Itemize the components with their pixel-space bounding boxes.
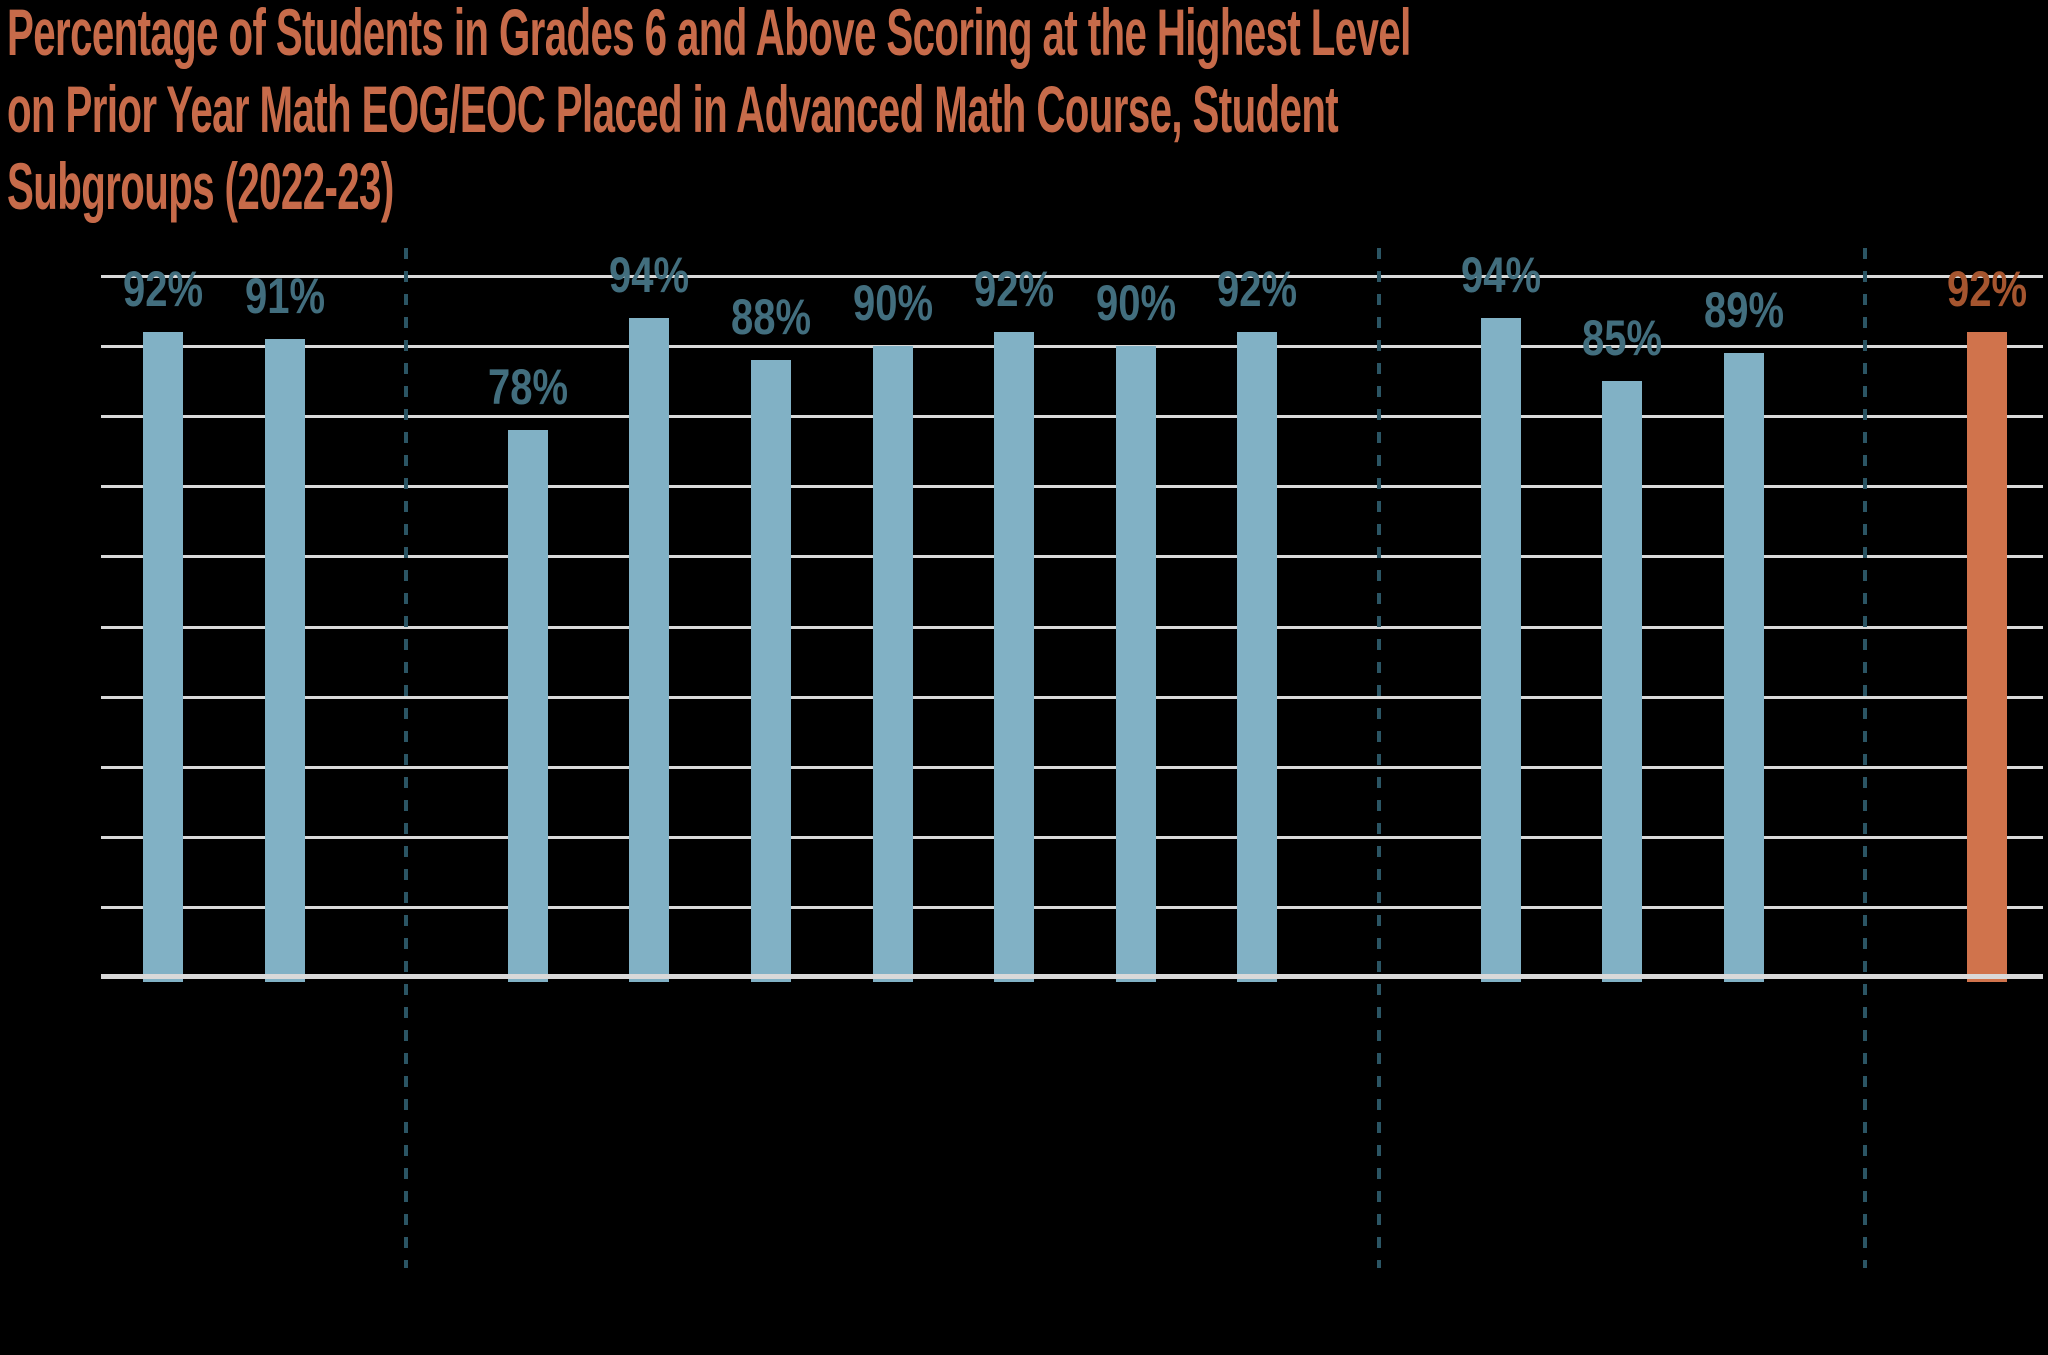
gridline bbox=[101, 835, 2043, 839]
bar-value-label: 92% bbox=[974, 261, 1055, 318]
gridline bbox=[101, 345, 2043, 349]
chart-title-line-1: Percentage of Students in Grades 6 and A… bbox=[7, 0, 1411, 69]
chart-title-line-3: Subgroups (2022-23) bbox=[7, 149, 394, 223]
chart-title: Percentage of Students in Grades 6 and A… bbox=[7, 0, 2048, 225]
bar bbox=[143, 332, 183, 982]
bar bbox=[1602, 381, 1643, 982]
bar bbox=[1115, 346, 1156, 982]
bar bbox=[1480, 318, 1521, 982]
bar bbox=[751, 360, 791, 982]
highlight-bar bbox=[1967, 332, 2007, 982]
bar-value-label: 94% bbox=[609, 247, 690, 304]
gridline bbox=[101, 765, 2043, 769]
bar-value-label: 90% bbox=[1095, 275, 1176, 332]
bar-value-label: 89% bbox=[1703, 282, 1784, 339]
bar bbox=[507, 430, 548, 982]
group-separator-line bbox=[1377, 248, 1381, 1268]
gridline bbox=[101, 555, 2043, 559]
gridline bbox=[101, 625, 2043, 629]
gridline bbox=[101, 275, 2043, 278]
group-separator-line bbox=[404, 248, 409, 1268]
gridline bbox=[101, 485, 2043, 489]
bar-value-label: 85% bbox=[1582, 310, 1663, 367]
bar bbox=[264, 339, 305, 982]
group-separator-line bbox=[1863, 248, 1868, 1268]
bar-value-label: 88% bbox=[730, 289, 812, 346]
bar-value-label: 92% bbox=[122, 261, 204, 318]
bar-value-label: 78% bbox=[487, 359, 568, 416]
bar bbox=[1237, 332, 1278, 982]
bar-value-label: 94% bbox=[1460, 247, 1541, 304]
bar bbox=[1723, 353, 1764, 982]
gridline bbox=[101, 905, 2043, 909]
gridline bbox=[101, 415, 2043, 419]
bar-value-label: 92% bbox=[1217, 261, 1298, 318]
gridline bbox=[101, 695, 2043, 699]
bar bbox=[994, 332, 1035, 982]
bar bbox=[872, 346, 913, 982]
bar-value-label: 92% bbox=[1946, 261, 2028, 318]
bar-value-label: 90% bbox=[852, 275, 933, 332]
chart-title-line-2: on Prior Year Math EOG/EOC Placed in Adv… bbox=[7, 72, 1339, 146]
x-axis-line bbox=[101, 974, 2043, 979]
bar bbox=[629, 318, 670, 982]
bar-value-label: 91% bbox=[244, 268, 325, 325]
